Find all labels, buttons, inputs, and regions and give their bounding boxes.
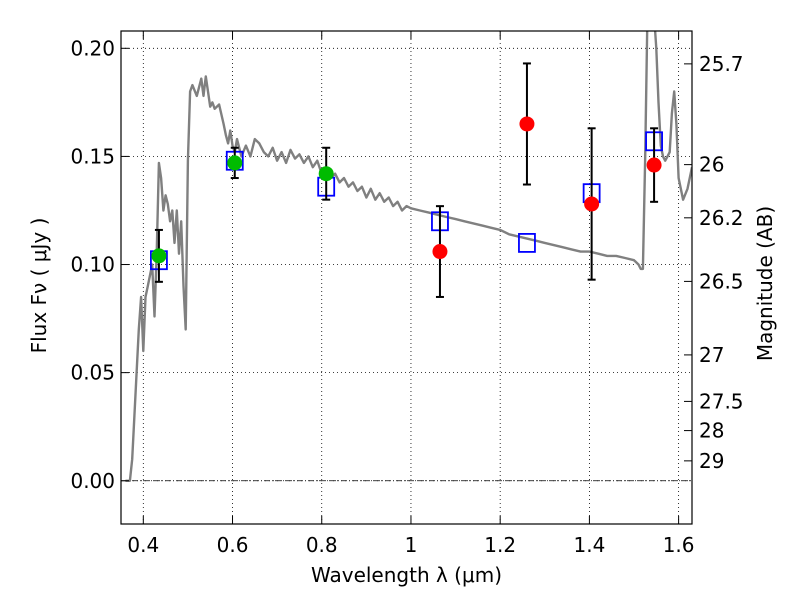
- mag-tick-label: 27: [699, 343, 724, 367]
- mag-tick-label: 26.2: [699, 206, 744, 230]
- detection-point: [318, 166, 334, 182]
- plot-frame: [120, 30, 693, 525]
- mag-tick-label: 29: [699, 449, 724, 473]
- x-tick-label: 0.6: [217, 533, 249, 557]
- mag-tick-label: 25.7: [699, 52, 744, 76]
- right-axis-title: Magnitude (AB): [753, 206, 777, 361]
- y-tick-label: 0.00: [70, 469, 115, 493]
- y-tick-label: 0.10: [70, 253, 115, 277]
- x-tick-label: 1: [405, 533, 418, 557]
- detection-point: [151, 248, 167, 264]
- photometry-point: [432, 244, 448, 260]
- model-band-square: [518, 233, 536, 253]
- axes: 0.4 0.6 0.8 1 1.2 1.4 1.6 0.00 0.05 0.10 0.15 0.20 2…: [70, 31, 744, 557]
- grid-lines: [121, 31, 692, 524]
- x-tick-label: 1.2: [484, 533, 516, 557]
- photometry-point: [519, 116, 535, 132]
- x-tick-label: 0.4: [127, 533, 159, 557]
- y-tick-label: 0.05: [70, 361, 115, 385]
- x-tick-label: 1.6: [663, 533, 695, 557]
- photometry-point: [584, 196, 600, 212]
- mag-tick-label: 26.5: [699, 269, 744, 293]
- y-tick-label: 0.20: [70, 36, 115, 60]
- x-tick-label: 1.4: [573, 533, 605, 557]
- y-axis-title: Flux Fν ( μJy ): [27, 218, 51, 354]
- detection-point: [227, 155, 243, 171]
- mag-tick-label: 26: [699, 153, 724, 177]
- mag-tick-label: 27.5: [699, 389, 744, 413]
- x-tick-label: 0.8: [306, 533, 338, 557]
- photometry-point: [646, 157, 662, 173]
- y-tick-label: 0.15: [70, 144, 115, 168]
- x-axis-title: Wavelength λ (μm): [311, 563, 502, 587]
- plot-area: [125, 31, 692, 482]
- mag-tick-label: 28: [699, 419, 724, 443]
- plot-background: [121, 31, 692, 524]
